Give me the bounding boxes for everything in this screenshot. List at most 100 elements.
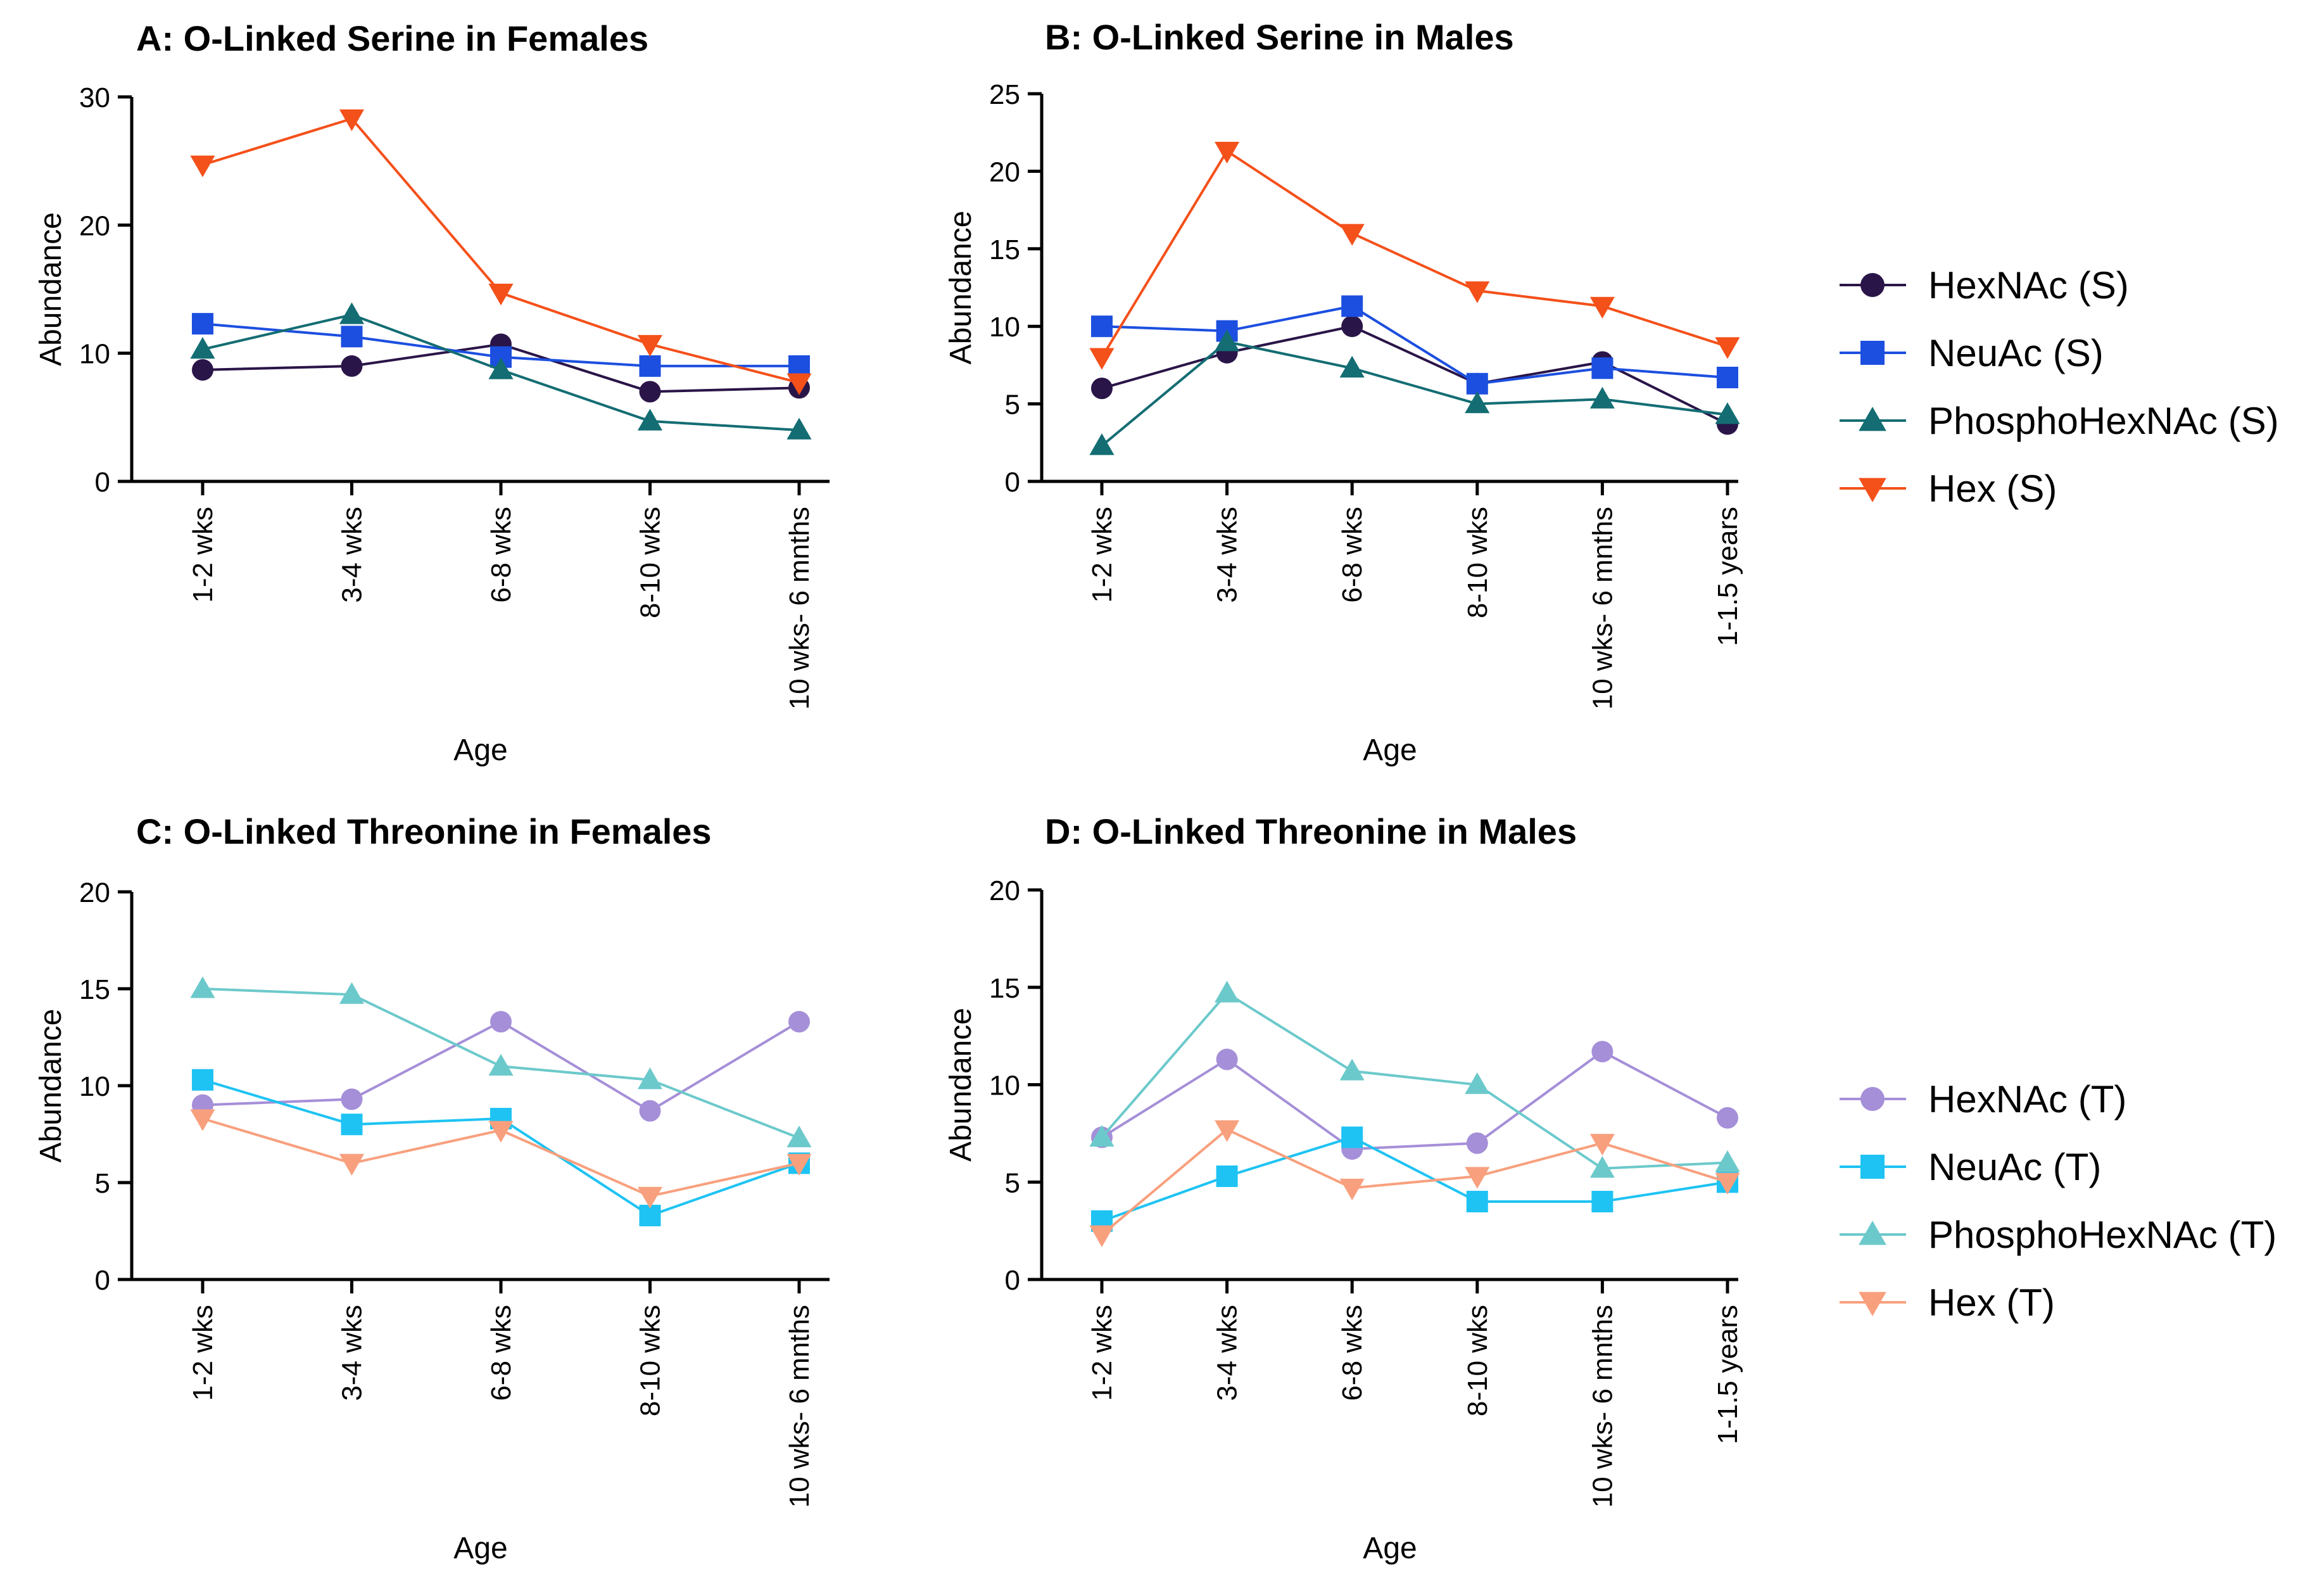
series-line <box>1101 305 1728 385</box>
y-tick-label: 20 <box>989 156 1020 187</box>
data-point <box>786 1153 812 1176</box>
legend-entry-neuac-t: NeuAc (T) <box>1840 1146 2101 1188</box>
series-phosphohexnac-s <box>1089 329 1740 455</box>
data-point <box>1339 355 1365 378</box>
y-axis-label: Abundance <box>34 212 68 366</box>
data-point <box>788 1011 810 1033</box>
series-line <box>1101 1136 1728 1222</box>
data-point <box>339 302 365 324</box>
x-tick-label: 3-4 wks <box>337 1305 368 1401</box>
data-point <box>1589 1134 1615 1156</box>
series-phosphohexnac-s <box>190 302 812 440</box>
data-point <box>1717 1107 1738 1129</box>
y-axis-label: Abundance <box>944 211 978 365</box>
data-point <box>1216 1048 1238 1070</box>
data-point <box>190 976 215 998</box>
data-point <box>786 373 812 395</box>
data-point <box>1589 296 1615 319</box>
data-point <box>1215 329 1240 352</box>
data-point <box>1717 366 1738 388</box>
x-tick-label: 6-8 wks <box>1337 507 1368 603</box>
data-point <box>1215 981 1240 1003</box>
data-point <box>190 155 215 177</box>
chart-title: D: O-Linked Threonine in Males <box>1045 811 1577 851</box>
y-axis-label: Abundance <box>944 1008 978 1162</box>
x-tick-label: 3-4 wks <box>1212 1305 1243 1401</box>
data-point <box>637 409 663 431</box>
y-tick-label: 10 <box>79 1071 110 1102</box>
data-point <box>341 326 363 348</box>
series-neuac-s <box>192 313 810 377</box>
x-tick-label: 1-1.5 years <box>1712 1305 1743 1444</box>
x-axis-label: Age <box>1363 733 1417 767</box>
legend-label: PhosphoHexNAc (T) <box>1928 1214 2277 1256</box>
legend-label: Hex (S) <box>1928 467 2057 510</box>
series-line <box>1101 325 1728 426</box>
x-tick-label: 1-2 wks <box>1087 507 1118 603</box>
y-tick-label: 5 <box>95 1168 110 1199</box>
data-point <box>339 1153 365 1176</box>
x-axis-label: Age <box>453 1532 507 1565</box>
data-point <box>341 355 363 377</box>
data-point <box>341 1088 363 1110</box>
legend-entry-hexnac-s: HexNAc (S) <box>1840 264 2129 307</box>
data-point <box>190 1109 215 1131</box>
data-point <box>1091 315 1113 338</box>
y-tick-label: 0 <box>1005 1265 1020 1296</box>
series-phosphohexnac-t <box>1089 981 1740 1178</box>
data-point <box>1465 281 1490 303</box>
series-hex-t <box>190 1109 812 1209</box>
data-point <box>639 355 661 377</box>
data-point <box>786 417 812 440</box>
y-tick-label: 5 <box>1005 390 1020 421</box>
data-point <box>786 1126 812 1148</box>
series-neuac-t <box>192 1069 810 1227</box>
data-point <box>1339 1058 1365 1081</box>
data-point <box>1589 1156 1615 1178</box>
chart-title: A: O-Linked Serine in Females <box>136 18 648 58</box>
data-point <box>1591 1191 1614 1212</box>
data-point <box>637 1067 663 1089</box>
series-neuac-s <box>1091 295 1738 395</box>
y-tick-label: 25 <box>989 79 1020 110</box>
data-point <box>1465 1072 1490 1095</box>
legend-serine: HexNAc (S) NeuAc (S) PhosphoHexNAc (S) Hex … <box>1840 264 2279 510</box>
series-hexnac-t <box>1091 1041 1738 1160</box>
data-point <box>1466 372 1488 395</box>
legend-marker <box>1860 1087 1885 1111</box>
data-point <box>190 337 215 359</box>
data-point <box>192 313 213 335</box>
x-axis-label: Age <box>453 733 507 767</box>
data-point <box>1589 386 1615 409</box>
legend-label: HexNAc (S) <box>1928 264 2129 307</box>
data-point <box>1591 1041 1614 1063</box>
legend-marker <box>1859 478 1886 502</box>
data-point <box>637 1186 663 1209</box>
legend-marker <box>1860 341 1885 365</box>
data-point <box>1465 1167 1490 1189</box>
data-point <box>1339 224 1365 246</box>
legend-marker <box>1859 1292 1886 1316</box>
chart-title: B: O-Linked Serine in Males <box>1045 17 1514 57</box>
y-tick-label: 15 <box>79 974 110 1005</box>
data-point <box>1341 1126 1363 1148</box>
series-neuac-t <box>1091 1126 1738 1232</box>
x-tick-label: 6-8 wks <box>486 1305 517 1401</box>
legend-entry-phosphohexnac-s: PhosphoHexNAc (S) <box>1840 400 2279 442</box>
y-tick-label: 10 <box>79 339 110 370</box>
data-point <box>488 1121 514 1143</box>
x-tick-label: 3-4 wks <box>337 507 368 603</box>
legend-label: NeuAc (S) <box>1928 332 2104 374</box>
data-point <box>1715 337 1740 359</box>
y-tick-label: 0 <box>95 467 110 498</box>
data-point <box>788 355 810 377</box>
data-point <box>1715 402 1740 424</box>
legend-entry-hex-s: Hex (S) <box>1840 467 2057 510</box>
data-point <box>1089 348 1115 370</box>
legend-label: HexNAc (T) <box>1928 1078 2126 1121</box>
x-tick-label: 3-4 wks <box>1212 507 1243 603</box>
legend-threonine: HexNAc (T) NeuAc (T) PhosphoHexNAc (T) Hex … <box>1840 1078 2277 1324</box>
x-tick-label: 8-10 wks <box>635 507 666 618</box>
x-tick-label: 10 wks- 6 mnths <box>784 1305 815 1508</box>
